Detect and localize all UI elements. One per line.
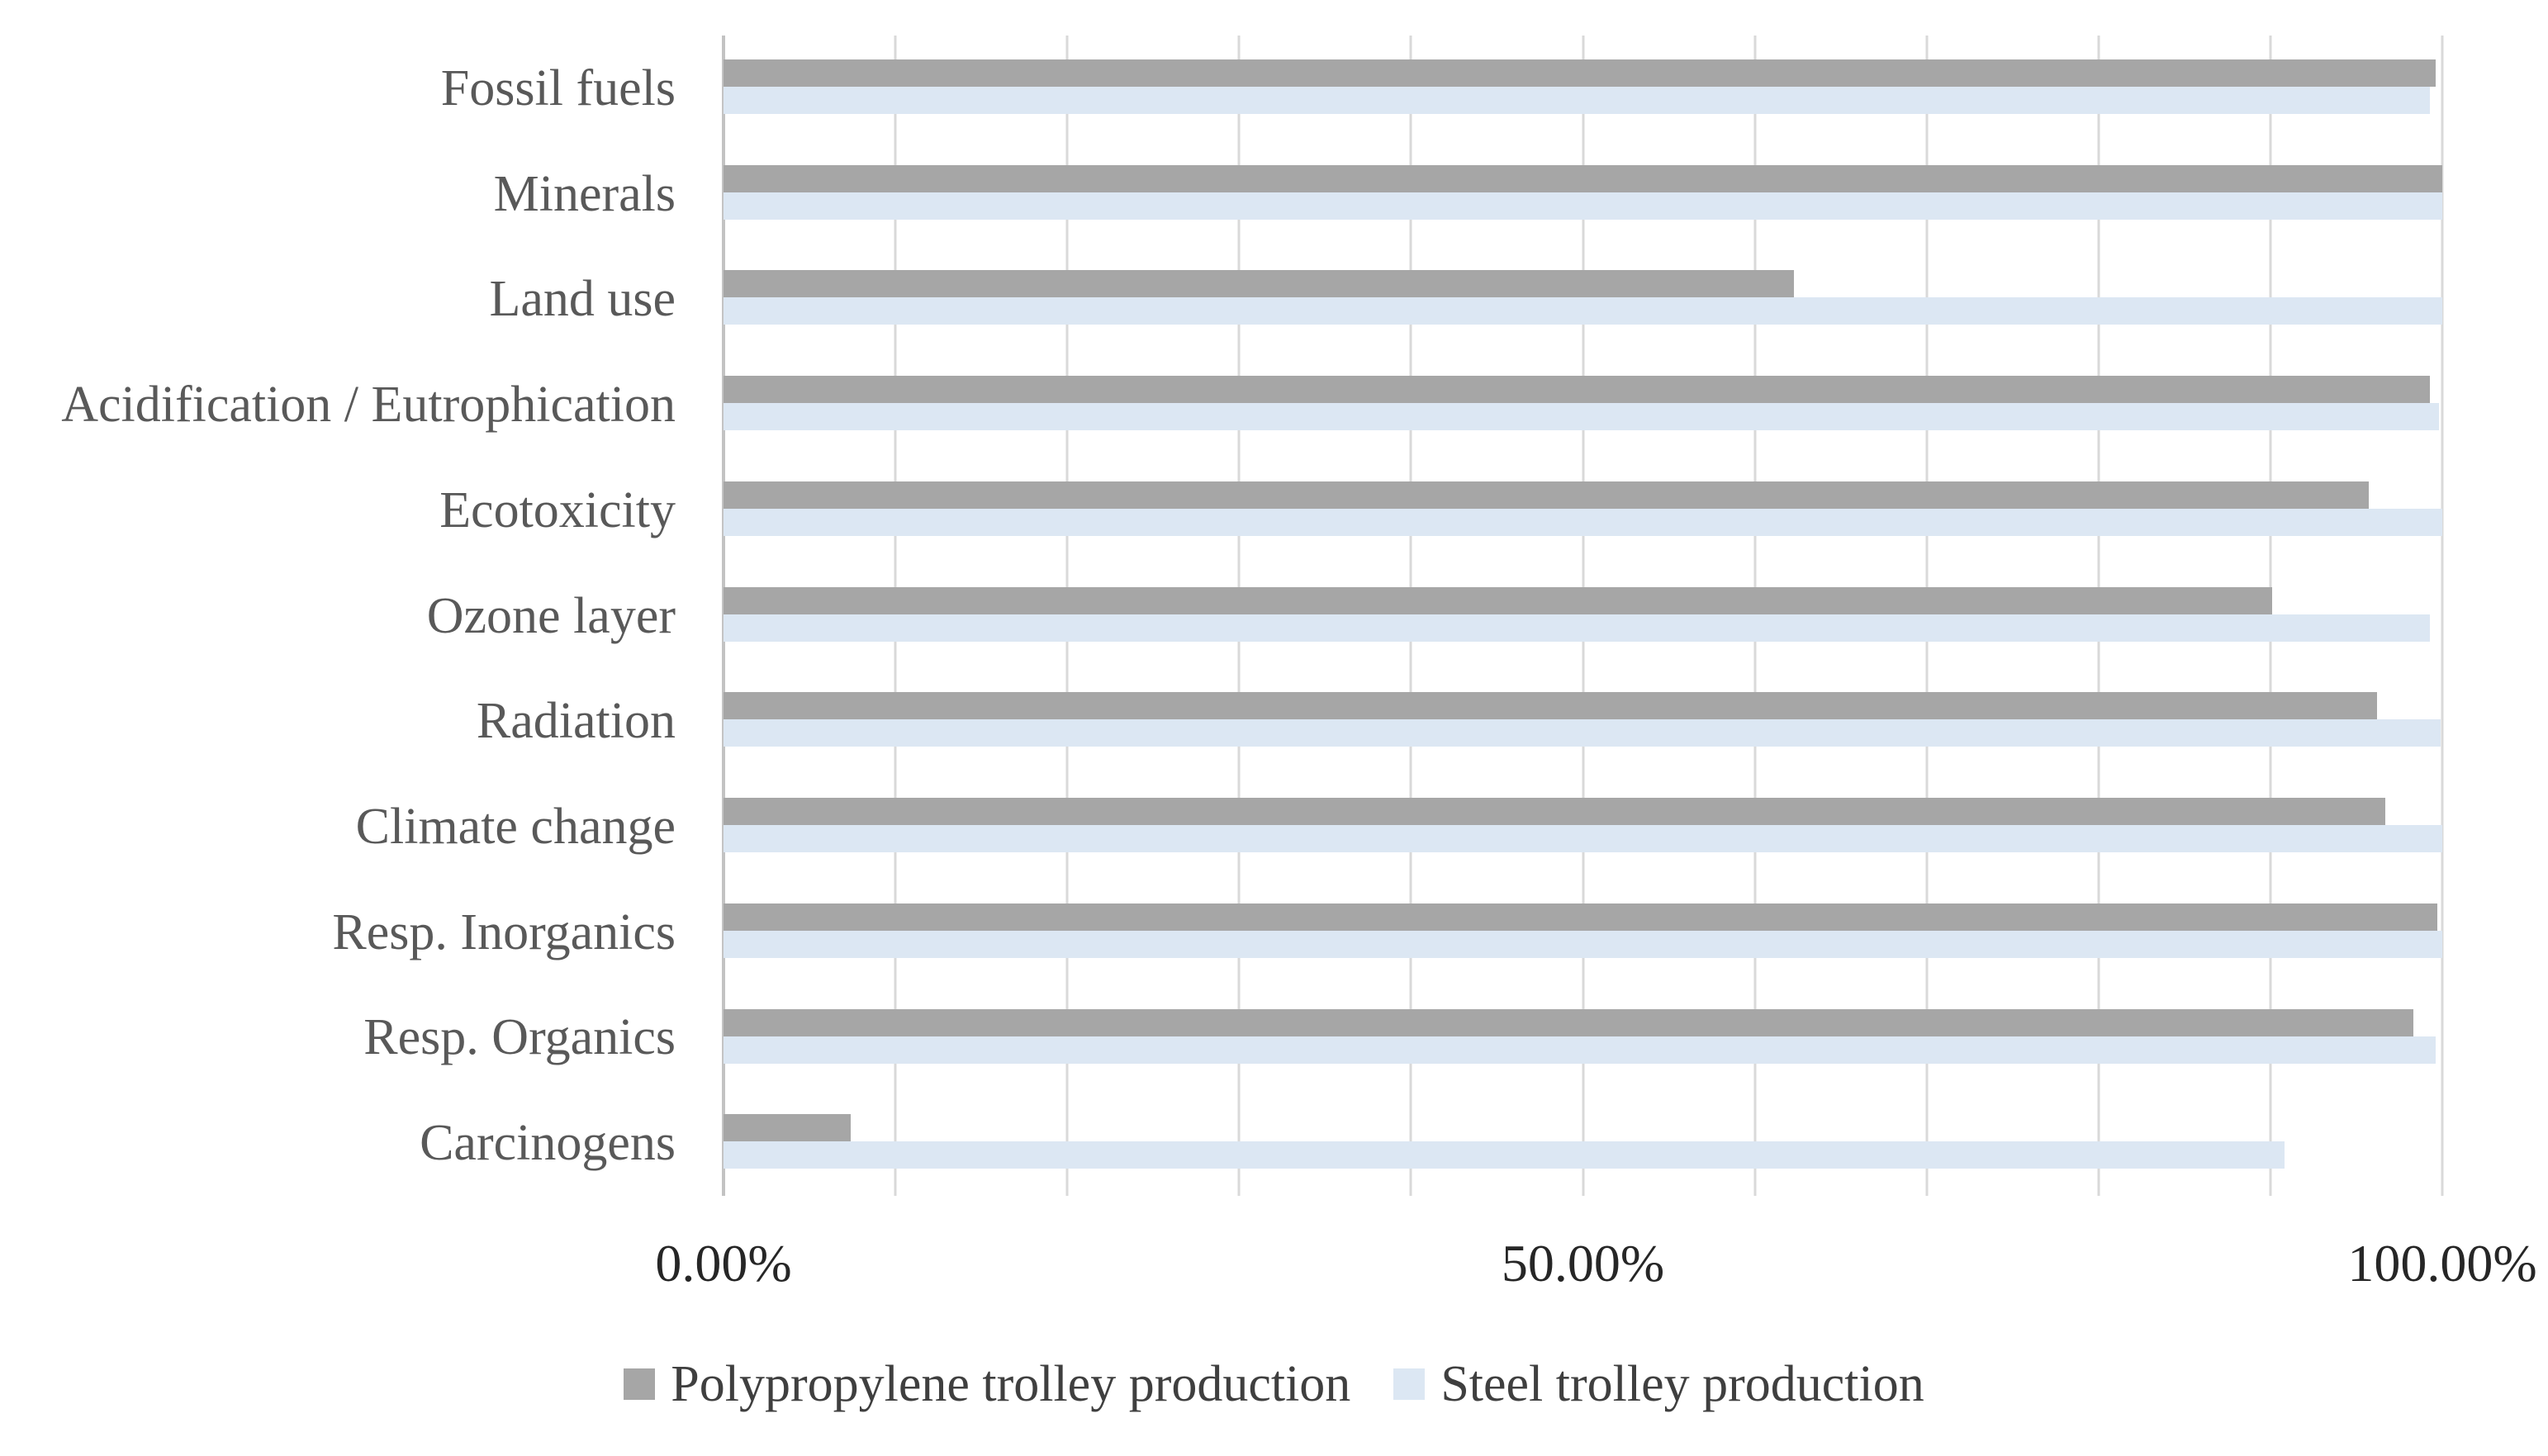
category-row: Fossil fuels — [0, 36, 2442, 141]
bar-steel — [724, 1036, 2436, 1064]
category-label: Climate change — [355, 799, 676, 855]
legend-swatch-icon — [1393, 1368, 1426, 1400]
bar-polypropylene — [724, 270, 1795, 298]
category-label: Radiation — [476, 693, 676, 750]
legend-label: Polypropylene trolley production — [671, 1356, 1351, 1412]
bar-steel — [724, 614, 2431, 642]
bar-steel — [724, 719, 2441, 747]
category-label: Ozone layer — [426, 587, 676, 644]
category-row: Ecotoxicity — [0, 458, 2442, 563]
x-axis-tick-label: 50.00% — [1501, 1234, 1665, 1292]
category-row: Resp. Organics — [0, 985, 2442, 1091]
bar-group — [724, 458, 2442, 563]
bar-group — [724, 985, 2442, 1091]
bar-steel — [724, 297, 2442, 325]
bar-polypropylene — [724, 586, 2272, 614]
category-label: Resp. Organics — [363, 1009, 676, 1066]
bar-steel — [724, 930, 2442, 958]
bar-group — [724, 1090, 2442, 1196]
bar-steel — [724, 1141, 2285, 1169]
x-axis-tick-label: 100.00% — [2347, 1234, 2537, 1292]
category-rows: Fossil fuels Minerals Land use Acidificatio… — [0, 36, 2442, 1196]
legend-swatch-icon — [624, 1368, 656, 1400]
bar-steel — [724, 87, 2431, 114]
category-label: Land use — [489, 271, 676, 328]
bar-polypropylene — [724, 1008, 2413, 1036]
category-label: Acidification / Eutrophication — [61, 377, 676, 434]
bar-polypropylene — [724, 798, 2386, 826]
bar-polypropylene — [724, 1114, 851, 1142]
legend-item: Polypropylene trolley production — [624, 1359, 1350, 1410]
bar-group — [724, 774, 2442, 880]
bar-polypropylene — [724, 692, 2377, 720]
category-label: Fossil fuels — [440, 59, 676, 116]
bar-steel — [724, 403, 2439, 431]
category-label: Resp. Inorganics — [332, 903, 676, 960]
bar-group — [724, 352, 2442, 458]
category-row: Acidification / Eutrophication — [0, 352, 2442, 458]
bar-group — [724, 668, 2442, 774]
chart-legend: Polypropylene trolley production Steel tr… — [0, 1359, 2548, 1410]
category-row: Radiation — [0, 668, 2442, 774]
legend-label: Steel trolley production — [1440, 1356, 1924, 1412]
legend-item: Steel trolley production — [1393, 1359, 1924, 1410]
x-axis-tick-label: 0.00% — [655, 1234, 792, 1292]
bar-polypropylene — [724, 59, 2436, 87]
category-label: Ecotoxicity — [439, 481, 676, 538]
category-row: Climate change — [0, 774, 2442, 880]
bar-group — [724, 141, 2442, 247]
category-row: Minerals — [0, 141, 2442, 247]
category-label: Minerals — [493, 165, 676, 222]
bar-polypropylene — [724, 164, 2442, 192]
bar-group — [724, 563, 2442, 669]
gridline — [2441, 36, 2444, 1196]
category-row: Land use — [0, 246, 2442, 352]
bar-polypropylene — [724, 376, 2431, 404]
bar-polypropylene — [724, 481, 2369, 509]
bar-group — [724, 36, 2442, 141]
bar-polypropylene — [724, 903, 2437, 931]
bar-group — [724, 880, 2442, 985]
bar-group — [724, 246, 2442, 352]
category-row: Carcinogens — [0, 1090, 2442, 1196]
category-row: Ozone layer — [0, 563, 2442, 669]
bar-steel — [724, 825, 2442, 853]
category-row: Resp. Inorganics — [0, 880, 2442, 985]
category-label: Carcinogens — [420, 1115, 676, 1172]
bar-steel — [724, 508, 2442, 536]
bar-steel — [724, 192, 2442, 220]
